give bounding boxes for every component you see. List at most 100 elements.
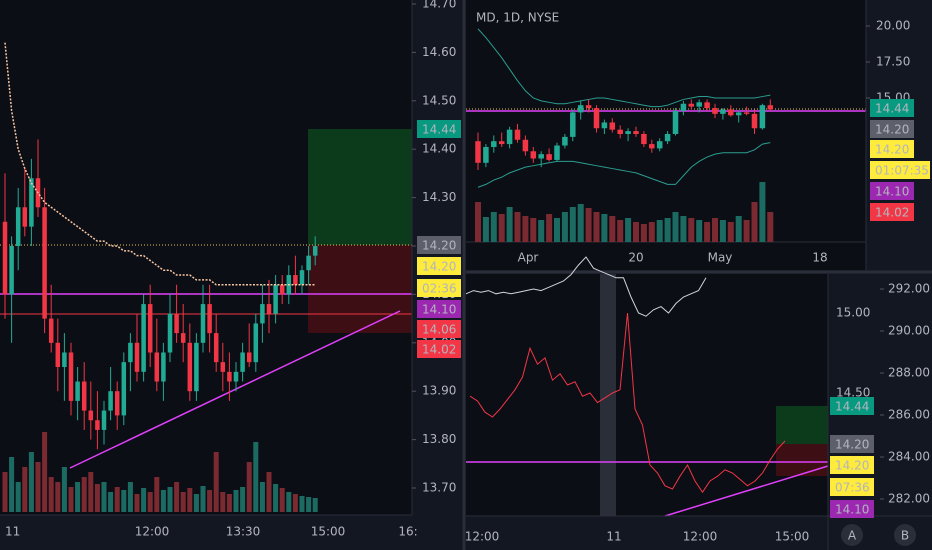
volume-bar — [94, 484, 100, 512]
candle-body — [88, 410, 94, 421]
volume-bar — [81, 477, 87, 512]
volume-bar — [141, 488, 147, 512]
candle-body — [601, 122, 608, 129]
candle-body — [688, 103, 695, 107]
candle-body — [306, 255, 311, 271]
candle-body — [522, 139, 529, 152]
time-axis-label: 15:00 — [775, 530, 810, 544]
price-axis-label: 17.50 — [876, 55, 910, 69]
price-axis-label: 13.70 — [422, 481, 456, 495]
price-axis-label: 292.00 — [888, 282, 930, 296]
price-tag-label: 14.10 — [875, 185, 909, 199]
candle-body — [672, 110, 679, 134]
time-axis-label: 20 — [628, 251, 643, 265]
price-axis-label: 282.00 — [888, 492, 930, 506]
price-tag — [417, 340, 461, 358]
price-tag — [870, 161, 930, 179]
time-axis-label: 11 — [5, 525, 20, 539]
candle-body — [593, 108, 600, 129]
volume-bar — [482, 217, 489, 242]
price-tag-label: 14.02 — [422, 343, 456, 357]
price-tag-label: 14.20 — [835, 459, 869, 473]
price-tag — [870, 203, 914, 221]
candle-body — [147, 304, 153, 353]
price-axis-label: 14.50 — [422, 93, 456, 107]
candle-body — [220, 362, 226, 372]
candle-body — [483, 146, 489, 163]
candle-body — [704, 102, 710, 109]
candle-body — [101, 410, 107, 430]
price-line — [469, 312, 786, 494]
price-axis-label: 15.00 — [836, 306, 870, 320]
volume-bar — [506, 207, 513, 242]
candle-body — [253, 323, 259, 363]
price-tag — [417, 320, 461, 338]
scale-button[interactable] — [894, 524, 916, 546]
candle-body — [491, 141, 497, 147]
price-tag — [830, 456, 874, 474]
price-tag — [417, 120, 461, 138]
volume-bar — [279, 488, 285, 512]
price-tag — [870, 140, 914, 158]
price-axis-label: 290.00 — [888, 324, 930, 338]
volume-bar — [688, 218, 695, 242]
price-tag — [417, 279, 461, 297]
volume-bar — [633, 222, 639, 242]
loss-zone — [308, 245, 412, 333]
volume-bar — [2, 472, 8, 512]
candle-body — [577, 105, 584, 113]
volume-bar — [299, 496, 305, 512]
volume-bar — [42, 432, 48, 512]
profit-zone — [308, 129, 412, 245]
volume-bar — [213, 452, 219, 512]
price-axis-label: 14.70 — [422, 0, 456, 11]
volume-bar — [174, 482, 180, 512]
candle-body — [743, 112, 750, 114]
volume-bar — [187, 488, 193, 512]
trend-line — [69, 310, 401, 469]
price-tag — [417, 236, 461, 254]
candle-body — [246, 352, 252, 363]
scale-button[interactable] — [841, 524, 863, 546]
candle-body — [29, 178, 34, 227]
price-tag-label: 07:36 — [835, 481, 870, 495]
volume-bar — [617, 220, 624, 242]
candle-body — [656, 141, 663, 149]
price-axis-label: 14.60 — [422, 45, 456, 59]
price-axis-label: 14.30 — [422, 190, 456, 204]
candle-body — [213, 333, 219, 363]
price-tag-label: 14.44 — [875, 102, 909, 116]
candle-body — [570, 112, 576, 137]
candle-body — [207, 304, 212, 334]
volume-bar — [286, 492, 292, 512]
candle-body — [625, 131, 631, 134]
candle-body — [641, 134, 647, 145]
candle-body — [680, 103, 687, 111]
candle-body — [696, 102, 702, 107]
candle-body — [546, 154, 552, 160]
volume-bar — [154, 477, 160, 512]
candle-body — [121, 362, 127, 416]
volume-bar — [160, 490, 166, 512]
profit-zone — [776, 406, 828, 444]
candle-body — [68, 352, 74, 401]
candle-body — [9, 246, 14, 295]
candle-body — [260, 304, 265, 324]
volume-bar — [514, 212, 521, 242]
candle-body — [498, 141, 505, 145]
price-axis-label: 14.40 — [422, 142, 456, 156]
candle-body — [240, 352, 245, 372]
volume-bar — [696, 220, 703, 242]
time-axis-label: 13:30 — [226, 525, 261, 539]
candle-body — [273, 284, 278, 314]
candle-body — [530, 151, 537, 159]
candle-body — [2, 221, 8, 295]
volume-bar — [233, 490, 239, 512]
candle-body — [633, 131, 639, 134]
candle-body — [141, 304, 146, 372]
volume-bar — [498, 214, 505, 242]
volume-bar — [569, 207, 576, 242]
volume-bar — [207, 490, 213, 512]
candle-body — [167, 313, 173, 353]
price-tag — [830, 435, 874, 453]
